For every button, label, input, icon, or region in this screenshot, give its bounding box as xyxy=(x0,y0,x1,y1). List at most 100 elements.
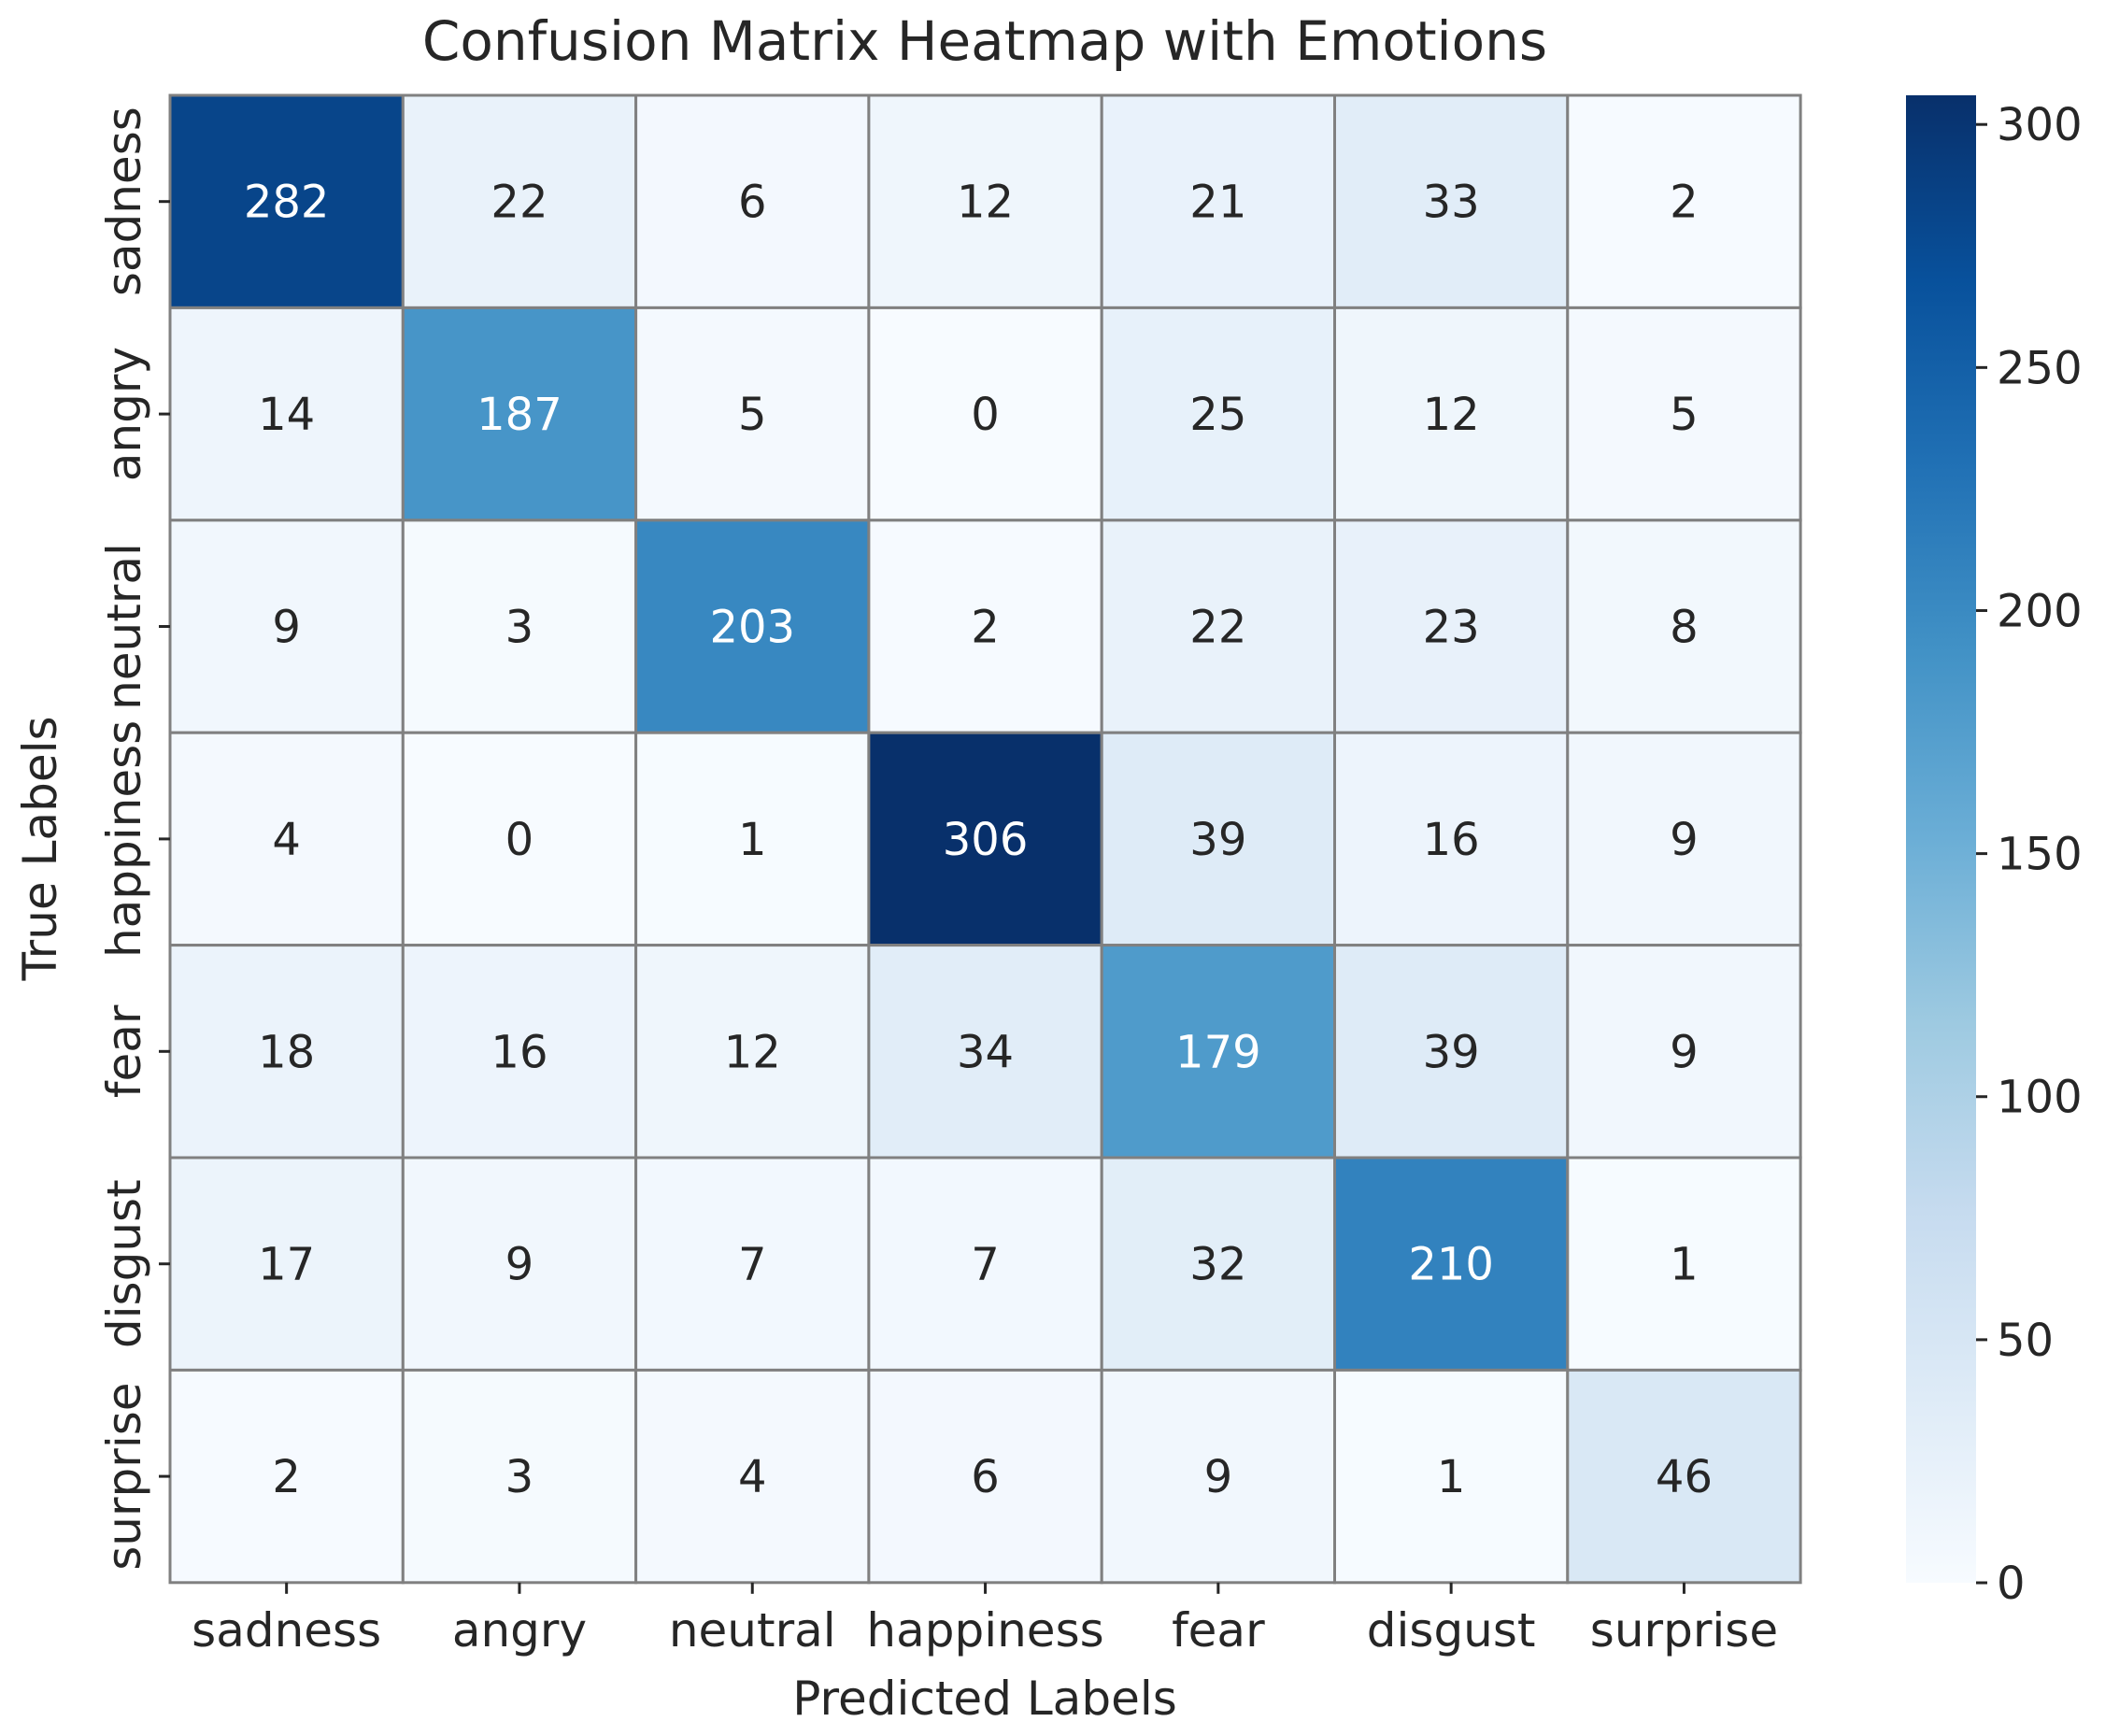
heatmap-cell xyxy=(634,306,871,522)
cell-value-label: 12 xyxy=(724,1026,781,1078)
heatmap-cell xyxy=(1333,1368,1570,1585)
cell-value-label: 46 xyxy=(1656,1451,1713,1503)
cell-value-label: 16 xyxy=(1423,814,1480,866)
y-tick-label: neutral xyxy=(97,543,151,710)
heatmap-cell xyxy=(634,93,871,309)
cell-value-label: 7 xyxy=(738,1239,767,1291)
heatmap-cell xyxy=(1566,519,1802,734)
cell-value-label: 9 xyxy=(505,1239,534,1291)
cell-value-label: 16 xyxy=(491,1026,548,1078)
y-axis-label: True Labels xyxy=(13,716,67,981)
y-tick-label: happiness xyxy=(97,720,151,958)
heatmap-cell xyxy=(401,731,638,947)
heatmap-cell xyxy=(1100,519,1336,734)
colorbar-tick-label: 150 xyxy=(1997,829,2083,881)
cell-value-label: 282 xyxy=(244,177,330,229)
cell-value-label: 6 xyxy=(738,177,767,229)
x-tick-label: surprise xyxy=(1590,1603,1778,1658)
cell-value-label: 12 xyxy=(1423,389,1480,441)
cell-value-label: 6 xyxy=(971,1451,1000,1503)
x-tick-label: disgust xyxy=(1367,1603,1536,1658)
heatmap-cell xyxy=(634,1368,871,1585)
cell-value-label: 187 xyxy=(476,389,562,441)
heatmap-cell xyxy=(634,944,871,1160)
cell-value-label: 7 xyxy=(971,1239,1000,1291)
heatmap-cell xyxy=(168,1156,405,1372)
cell-value-label: 25 xyxy=(1189,389,1246,441)
cell-value-label: 22 xyxy=(491,177,548,229)
heatmap-cell xyxy=(168,1368,405,1585)
cell-value-label: 21 xyxy=(1189,177,1246,229)
cell-value-label: 9 xyxy=(1204,1451,1233,1503)
colorbar-tick-label: 300 xyxy=(1997,99,2083,151)
heatmap-cell xyxy=(1566,306,1802,522)
cell-value-label: 33 xyxy=(1423,177,1480,229)
x-axis-label: Predicted Labels xyxy=(792,1672,1177,1726)
heatmap-cell xyxy=(1100,1368,1336,1585)
heatmap-cell xyxy=(401,93,638,309)
heatmap-cell xyxy=(634,519,871,734)
heatmap-cell xyxy=(401,1156,638,1372)
cell-value-label: 306 xyxy=(943,814,1029,866)
cell-value-label: 5 xyxy=(1670,389,1699,441)
y-tick-label: surprise xyxy=(97,1382,151,1570)
heatmap-cell xyxy=(1100,93,1336,309)
cell-value-label: 39 xyxy=(1423,1026,1480,1078)
y-tick-label: sadness xyxy=(97,107,151,296)
cell-value-label: 0 xyxy=(505,814,534,866)
cell-value-label: 2 xyxy=(1670,177,1699,229)
colorbar-tick-label: 200 xyxy=(1997,585,2083,637)
y-axis: sadness angry neutral happiness fear disgust s… xyxy=(97,107,170,1571)
colorbar-tick-label: 100 xyxy=(1997,1072,2083,1124)
colorbar: 0 50 100 150 200 250 300 xyxy=(1906,95,2083,1610)
cell-value-label: 22 xyxy=(1189,602,1246,654)
heatmap-cell xyxy=(168,731,405,947)
cell-value-label: 5 xyxy=(738,389,767,441)
cell-value-label: 0 xyxy=(971,389,1000,441)
cell-value-label: 32 xyxy=(1189,1239,1246,1291)
cell-value-label: 14 xyxy=(258,389,315,441)
cell-value-label: 2 xyxy=(272,1451,301,1503)
x-tick-label: fear xyxy=(1172,1603,1265,1658)
cell-value-label: 9 xyxy=(1670,814,1699,866)
heatmap-cell xyxy=(867,93,1103,309)
cell-value-label: 34 xyxy=(957,1026,1014,1078)
cell-value-label: 9 xyxy=(1670,1026,1699,1078)
x-tick-label: sadness xyxy=(192,1603,381,1658)
y-tick-label: disgust xyxy=(97,1179,151,1348)
heatmap-cell xyxy=(1566,944,1802,1160)
x-tick-label: neutral xyxy=(669,1603,836,1658)
colorbar-tick-label: 250 xyxy=(1997,342,2083,394)
heatmap-cell xyxy=(168,93,405,309)
cell-value-label: 3 xyxy=(505,602,534,654)
cell-value-label: 203 xyxy=(709,602,795,654)
heatmap-cell xyxy=(1333,93,1570,309)
chart-title: Confusion Matrix Heatmap with Emotions xyxy=(422,9,1547,73)
x-axis: sadness angry neutral happiness fear disgust s… xyxy=(192,1582,1778,1658)
colorbar-tick-label: 50 xyxy=(1997,1315,2054,1367)
cell-value-label: 4 xyxy=(272,814,301,866)
cell-value-label: 1 xyxy=(1437,1451,1466,1503)
heatmap-cell xyxy=(867,519,1103,734)
colorbar-tick-label: 0 xyxy=(1997,1558,2026,1610)
cell-value-label: 18 xyxy=(258,1026,315,1078)
cell-value-label: 23 xyxy=(1423,602,1480,654)
colorbar-gradient xyxy=(1906,95,1976,1583)
cell-value-label: 39 xyxy=(1189,814,1246,866)
heatmap-cell xyxy=(1333,306,1570,522)
cell-value-label: 179 xyxy=(1175,1026,1261,1078)
cell-annotations: 282 22 6 12 21 33 214 187 5 0 25 12 59 3 203 2 22 23 84 0 1 3… xyxy=(244,177,1713,1503)
heatmap-cell xyxy=(1566,1368,1802,1585)
cell-value-label: 2 xyxy=(971,602,1000,654)
cell-value-label: 9 xyxy=(272,602,301,654)
heatmap-cell xyxy=(867,731,1103,947)
cell-value-label: 3 xyxy=(505,1451,534,1503)
heatmap-cell xyxy=(401,519,638,734)
heatmap-cell xyxy=(1100,1156,1336,1372)
cell-value-label: 210 xyxy=(1408,1239,1494,1291)
heatmap-cell xyxy=(1100,306,1336,522)
heatmap-cell xyxy=(1333,731,1570,947)
heatmap-cells xyxy=(168,93,1802,1585)
heatmap-cell xyxy=(634,1156,871,1372)
heatmap-cell xyxy=(1566,731,1802,947)
